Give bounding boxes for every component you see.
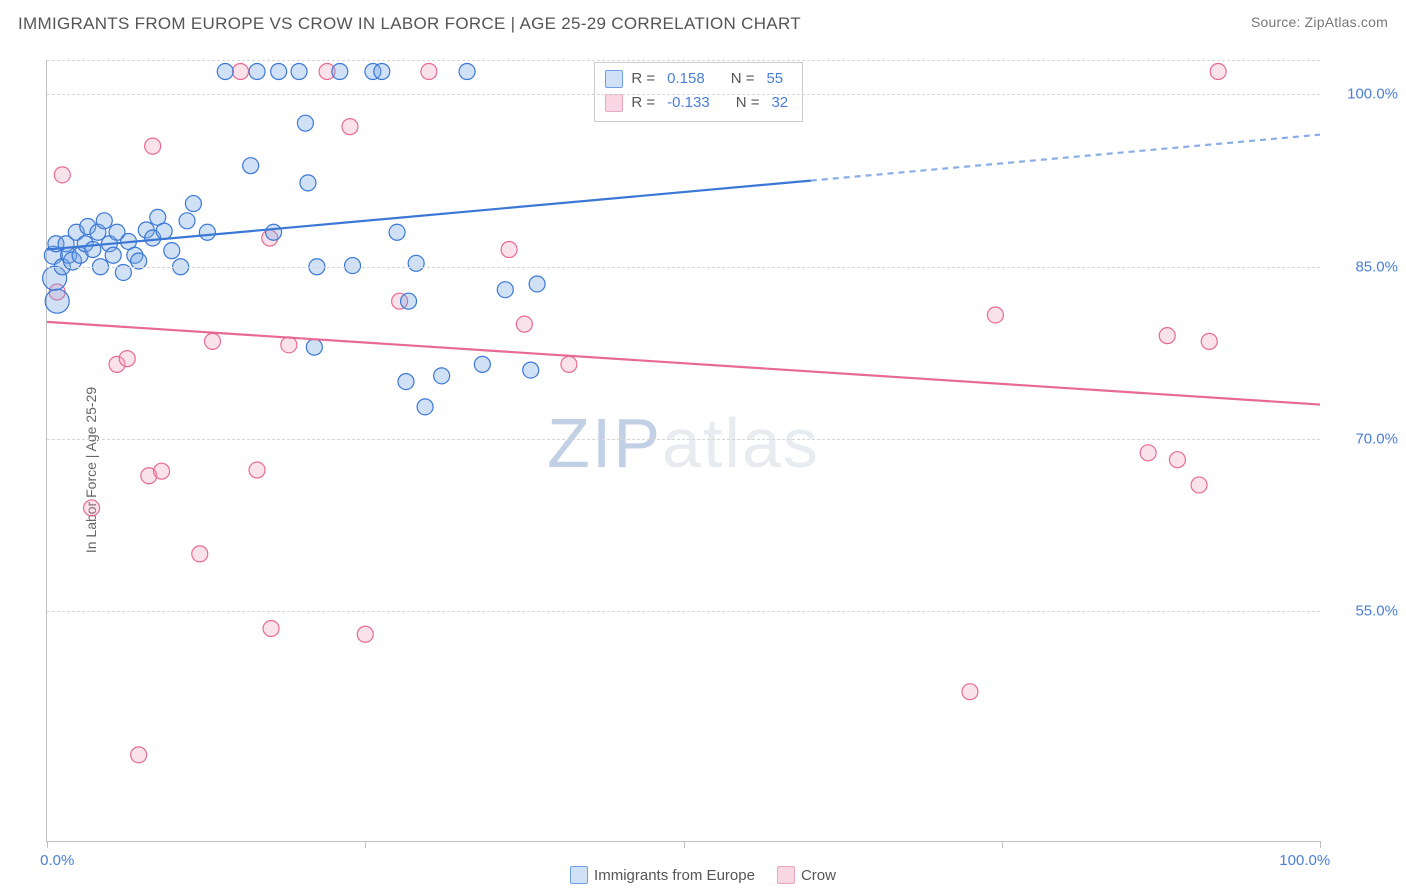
scatter-point-series1	[291, 63, 307, 79]
chart-svg	[47, 60, 1320, 841]
scatter-point-series2	[357, 626, 373, 642]
scatter-point-series1	[96, 213, 112, 229]
scatter-point-series2	[1169, 452, 1185, 468]
scatter-point-series2	[516, 316, 532, 332]
scatter-point-series2	[342, 119, 358, 135]
scatter-point-series2	[987, 307, 1003, 323]
scatter-point-series2	[421, 63, 437, 79]
scatter-point-series2	[1191, 477, 1207, 493]
stats-row-series1: R = 0.158 N = 55	[605, 67, 792, 91]
scatter-point-series1	[300, 175, 316, 191]
y-tick-label: 55.0%	[1328, 603, 1398, 620]
gridline-h	[47, 60, 1320, 61]
swatch-series1-icon	[570, 866, 588, 884]
swatch-series2-icon	[777, 866, 795, 884]
scatter-point-series1	[374, 63, 390, 79]
gridline-h	[47, 439, 1320, 440]
stats-legend-box: R = 0.158 N = 55 R = -0.133 N = 32	[594, 62, 803, 122]
swatch-series2-icon	[605, 94, 623, 112]
regression-line-series1-extrapolated	[811, 135, 1320, 181]
x-tick	[1320, 841, 1321, 848]
scatter-point-series1	[185, 196, 201, 212]
scatter-point-series2	[501, 242, 517, 258]
scatter-point-series2	[281, 337, 297, 353]
scatter-point-series1	[217, 63, 233, 79]
bottom-legend: Immigrants from Europe Crow	[0, 866, 1406, 884]
stats-n-label: N =	[731, 67, 755, 91]
scatter-point-series1	[249, 63, 265, 79]
y-tick-label: 70.0%	[1328, 431, 1398, 448]
scatter-point-series2	[249, 462, 265, 478]
scatter-point-series2	[962, 684, 978, 700]
scatter-point-series1	[398, 374, 414, 390]
legend-item-series2: Crow	[777, 866, 836, 884]
scatter-point-series1	[45, 289, 69, 313]
chart-title: IMMIGRANTS FROM EUROPE VS CROW IN LABOR …	[18, 14, 801, 34]
stats-n-value: 55	[766, 67, 783, 91]
scatter-point-series1	[271, 63, 287, 79]
scatter-point-series1	[332, 63, 348, 79]
scatter-point-series2	[54, 167, 70, 183]
legend-series1-label: Immigrants from Europe	[594, 867, 755, 884]
scatter-point-series1	[105, 247, 121, 263]
scatter-point-series2	[192, 546, 208, 562]
scatter-point-series1	[243, 158, 259, 174]
scatter-point-series2	[119, 351, 135, 367]
gridline-h	[47, 611, 1320, 612]
scatter-point-series1	[306, 339, 322, 355]
x-tick	[684, 841, 685, 848]
scatter-point-series2	[154, 463, 170, 479]
gridline-h	[47, 94, 1320, 95]
scatter-point-series2	[204, 333, 220, 349]
plot-area: ZIPatlas R = 0.158 N = 55 R = -0.133 N =…	[46, 60, 1320, 842]
scatter-point-series1	[474, 356, 490, 372]
regression-line-series2	[47, 322, 1320, 405]
x-tick	[365, 841, 366, 848]
scatter-point-series2	[263, 621, 279, 637]
scatter-point-series1	[164, 243, 180, 259]
scatter-point-series1	[345, 258, 361, 274]
x-tick	[1002, 841, 1003, 848]
gridline-h	[47, 267, 1320, 268]
scatter-point-series2	[1140, 445, 1156, 461]
scatter-point-series1	[408, 255, 424, 271]
scatter-point-series1	[179, 213, 195, 229]
scatter-point-series2	[1159, 328, 1175, 344]
scatter-point-series2	[84, 500, 100, 516]
scatter-point-series1	[297, 115, 313, 131]
scatter-point-series2	[1210, 63, 1226, 79]
scatter-point-series1	[266, 224, 282, 240]
scatter-point-series1	[434, 368, 450, 384]
legend-series2-label: Crow	[801, 867, 836, 884]
scatter-point-series1	[156, 223, 172, 239]
stats-r-label: R =	[631, 67, 655, 91]
scatter-point-series2	[145, 138, 161, 154]
scatter-point-series2	[232, 63, 248, 79]
scatter-point-series1	[417, 399, 433, 415]
scatter-point-series1	[523, 362, 539, 378]
stats-r-value: 0.158	[667, 67, 705, 91]
source-label: Source: ZipAtlas.com	[1251, 14, 1388, 30]
legend-item-series1: Immigrants from Europe	[570, 866, 755, 884]
y-tick-label: 85.0%	[1328, 258, 1398, 275]
scatter-point-series1	[389, 224, 405, 240]
scatter-point-series2	[131, 747, 147, 763]
swatch-series1-icon	[605, 70, 623, 88]
x-tick	[47, 841, 48, 848]
scatter-point-series1	[199, 224, 215, 240]
scatter-point-series1	[497, 282, 513, 298]
scatter-point-series2	[561, 356, 577, 372]
y-tick-label: 100.0%	[1328, 86, 1398, 103]
scatter-point-series1	[459, 63, 475, 79]
scatter-point-series1	[401, 293, 417, 309]
scatter-point-series2	[1201, 333, 1217, 349]
scatter-point-series1	[529, 276, 545, 292]
